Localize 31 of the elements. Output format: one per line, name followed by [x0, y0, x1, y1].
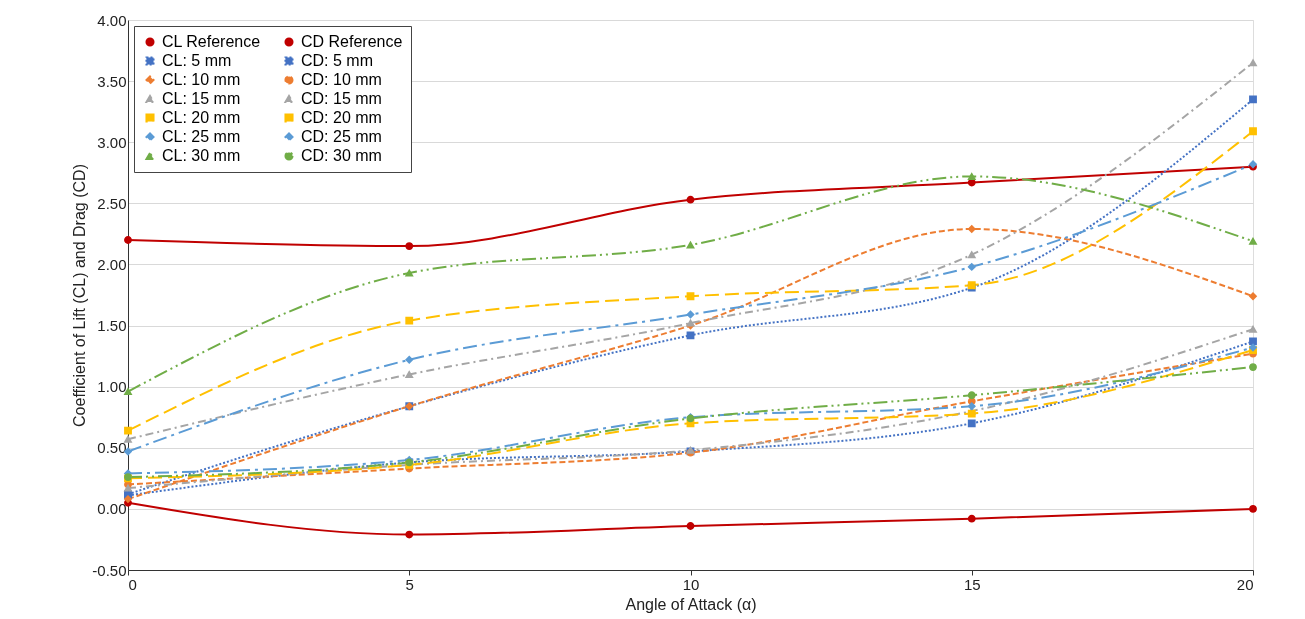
x-tick-label: 0 — [128, 575, 137, 593]
legend-label: CL: 20 mm — [162, 109, 241, 126]
x-tick-label: 10 — [682, 575, 700, 593]
legend-label: CD: 25 mm — [301, 128, 382, 145]
legend-label: CL Reference — [162, 33, 261, 50]
legend-label: CL: 10 mm — [162, 71, 241, 88]
legend-label: CD: 15 mm — [301, 90, 382, 107]
legend-label: CD: 10 mm — [301, 71, 382, 88]
y-tick-label: 3.00 — [97, 133, 127, 151]
y-tick-label: 1.50 — [97, 317, 127, 335]
x-tick-label: 5 — [405, 575, 414, 593]
legend-label: CD: 30 mm — [301, 147, 382, 164]
y-axis-title: Coefficient of Lift (CL) and Drag (CD) — [71, 164, 89, 427]
legend-label: CL: 25 mm — [162, 128, 241, 145]
legend-label: CL: 30 mm — [162, 147, 241, 164]
y-tick-label: 1.00 — [97, 378, 127, 396]
legend-label: CD: 20 mm — [301, 109, 382, 126]
y-tick-label: 4.00 — [97, 11, 127, 29]
y-tick-label: 0.50 — [97, 439, 127, 457]
legend-label: CD Reference — [301, 33, 403, 50]
y-tick-label: -0.50 — [92, 561, 127, 579]
x-axis-title: Angle of Attack (α) — [625, 595, 757, 613]
legend-label: CL: 5 mm — [162, 52, 232, 69]
y-tick-label: 0.00 — [97, 500, 127, 518]
y-tick-label: 2.00 — [97, 255, 127, 273]
legend-label: CL: 15 mm — [162, 90, 241, 107]
x-tick-label: 15 — [963, 575, 981, 593]
y-tick-label: 2.50 — [97, 194, 127, 212]
y-tick-label: 3.50 — [97, 72, 127, 90]
x-tick-label: 20 — [1236, 575, 1254, 593]
legend-label: CD: 5 mm — [301, 52, 373, 69]
